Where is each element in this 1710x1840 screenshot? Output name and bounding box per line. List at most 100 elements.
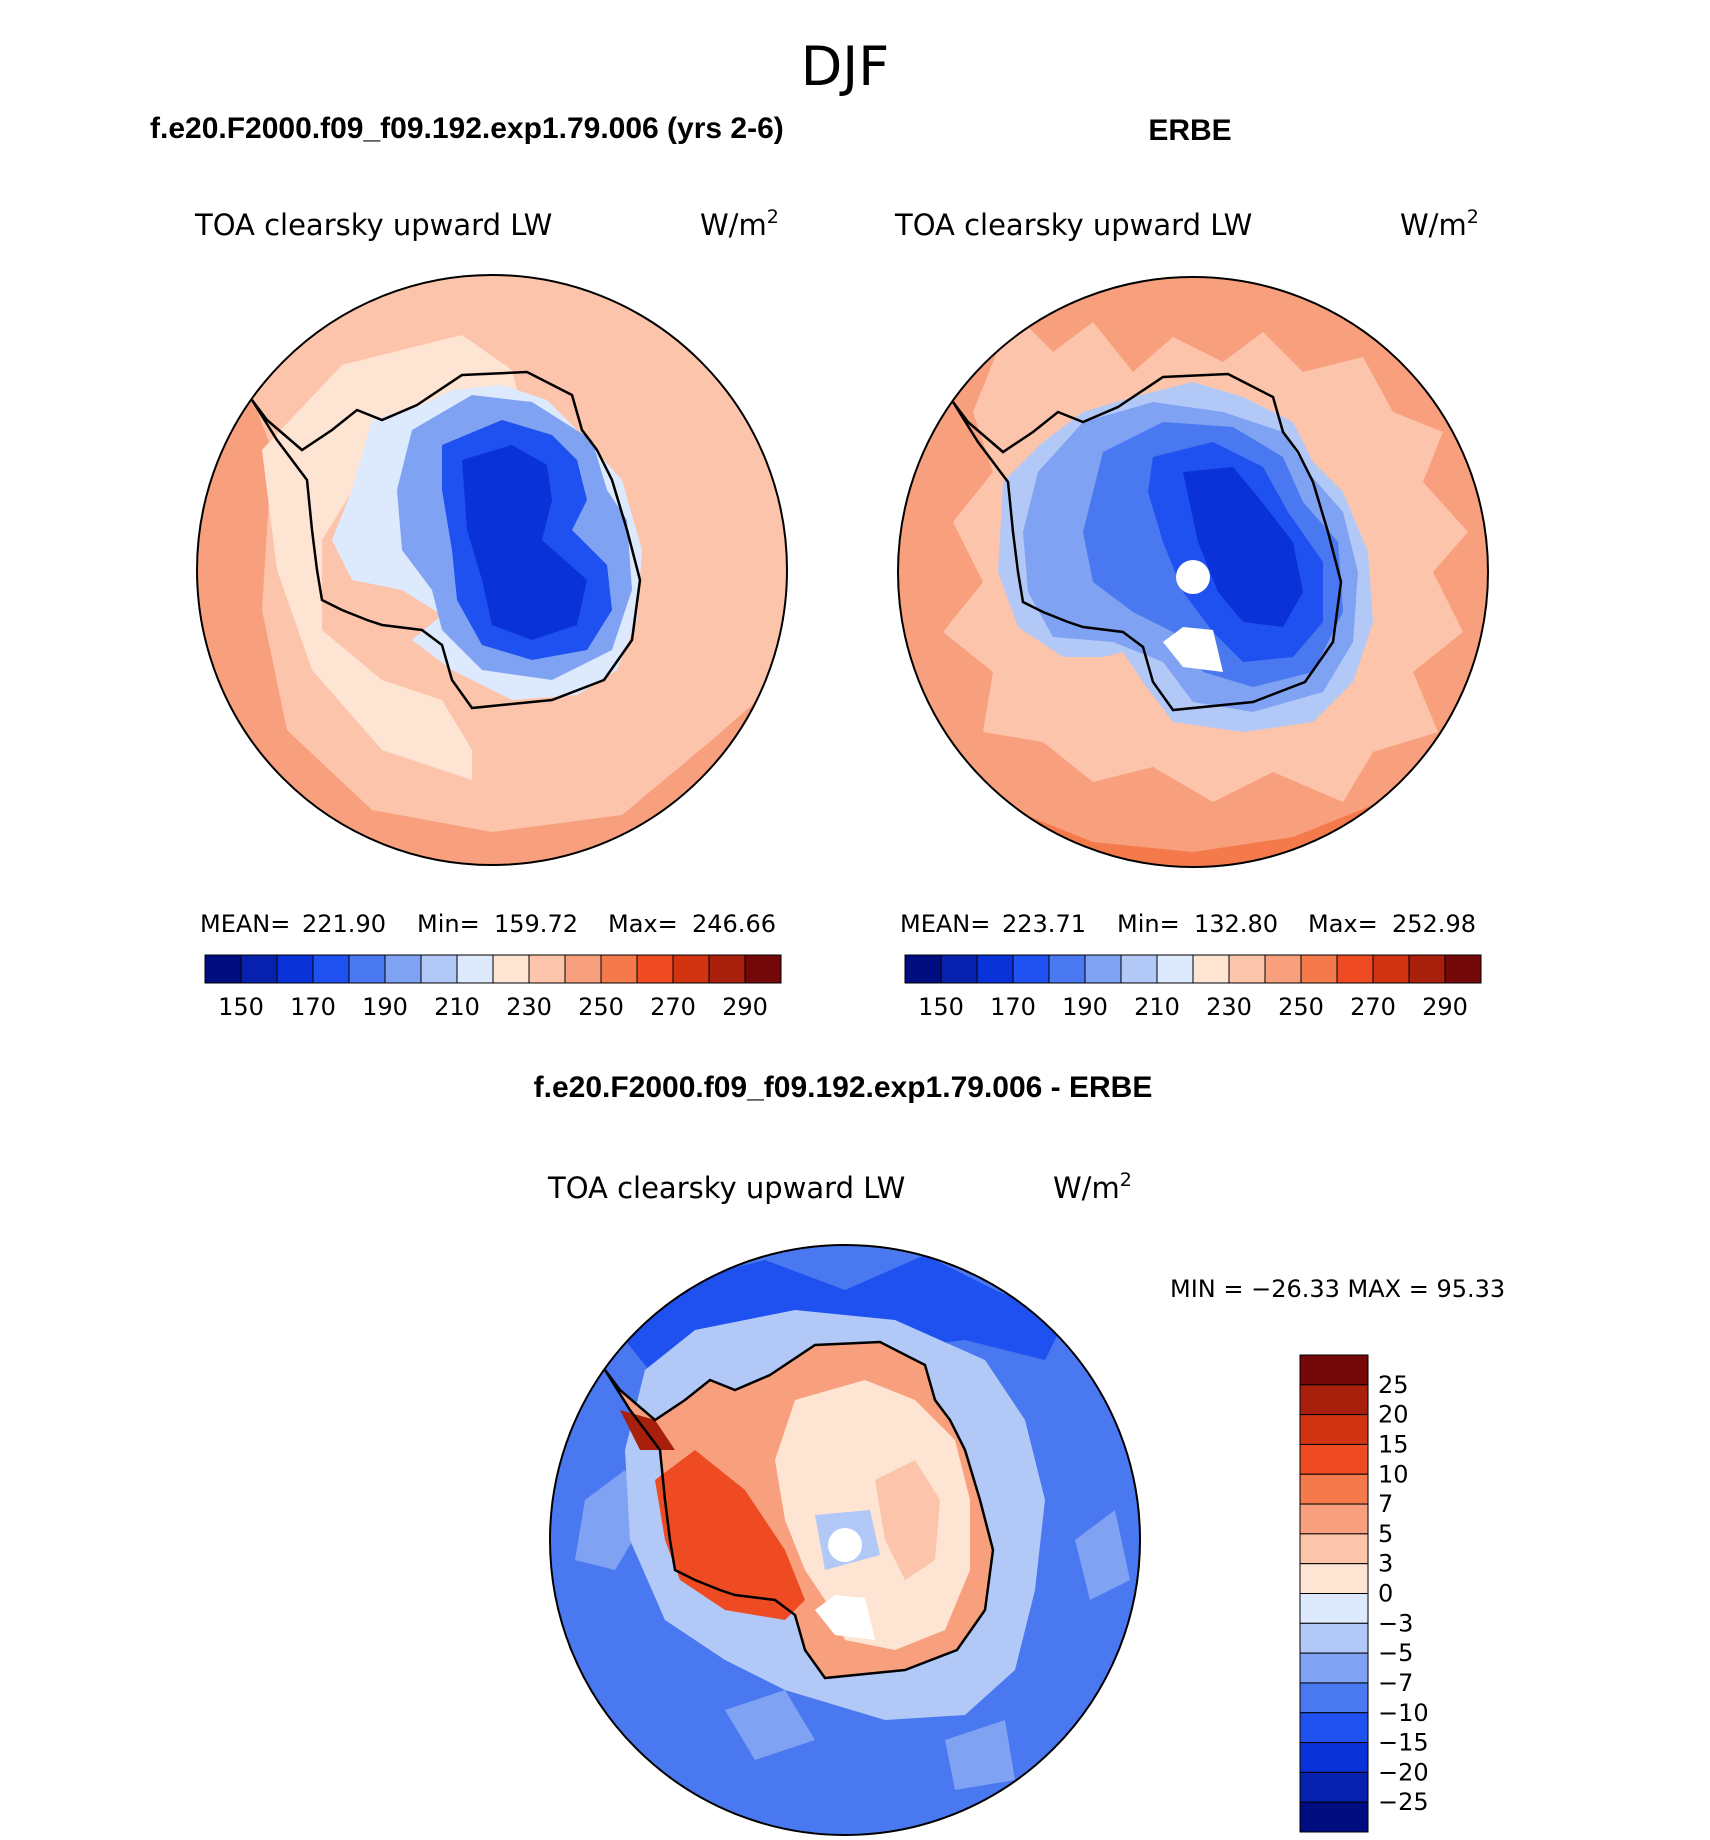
colorbar-swatch <box>1120 954 1158 984</box>
panel-erbe-units: W/m2 <box>1400 206 1479 242</box>
map-field-land-neutral <box>775 1380 970 1650</box>
colorbar-tick-label: 170 <box>290 993 336 1021</box>
colorbar-tick-label: 25 <box>1378 1371 1409 1399</box>
colorbar-tick-label: −15 <box>1378 1729 1429 1757</box>
colorbar-tick-label: −10 <box>1378 1699 1429 1727</box>
panel-erbe-title: ERBE <box>1148 114 1231 147</box>
colorbar-swatch <box>1299 1742 1369 1773</box>
colorbar-swatch <box>672 954 710 984</box>
colorbar-tick-label: 5 <box>1378 1520 1393 1548</box>
colorbar-swatch <box>1299 1414 1369 1445</box>
colorbar-swatch <box>1192 954 1230 984</box>
colorbar-swatch <box>528 954 566 984</box>
map-field-band-inner <box>262 335 522 780</box>
colorbar-tick-label: −3 <box>1378 1609 1413 1637</box>
colorbar-swatch <box>1299 1503 1369 1535</box>
map-field-missing-ross <box>1163 627 1223 672</box>
colorbar-tick-label: 270 <box>1350 993 1396 1021</box>
panel-erbe-stats: MEAN= 223.71 Min= 132.80 Max= 252.98 <box>900 910 1476 938</box>
colorbar-tick-label: 210 <box>434 993 480 1021</box>
colorbar-swatch <box>1300 954 1338 984</box>
panel-diff-minmax: MIN = −26.33 MAX = 95.33 <box>1170 1275 1505 1303</box>
stat-max-label: Max= <box>608 910 678 938</box>
panel-erbe-colorbar: 150 170 190 210 230 250 270 290 <box>904 954 1482 1021</box>
colorbar-tick-label: −7 <box>1378 1669 1413 1697</box>
panel-diff-subtitle: TOA clearsky upward LW <box>547 1171 905 1205</box>
colorbar-tick-label: 150 <box>918 993 964 1021</box>
colorbar-tick-label: 170 <box>990 993 1036 1021</box>
colorbar-swatch <box>1299 1533 1369 1565</box>
colorbar-swatch <box>564 954 602 984</box>
stat-max-value: 252.98 <box>1392 910 1476 938</box>
colorbar-tick-label: 210 <box>1134 993 1180 1021</box>
colorbar-tick-label: 190 <box>1062 993 1108 1021</box>
colorbar-swatch <box>1048 954 1086 984</box>
colorbar-swatch <box>1299 1771 1369 1803</box>
colorbar-tick-label: −20 <box>1378 1758 1429 1786</box>
colorbar-swatch <box>1299 1563 1369 1594</box>
colorbar-swatch <box>708 954 746 984</box>
colorbar-tick-label: −25 <box>1378 1788 1429 1816</box>
colorbar-swatch <box>1228 954 1266 984</box>
stat-mean-value: 223.71 <box>1002 910 1086 938</box>
colorbar-swatch <box>1264 954 1302 984</box>
colorbar-swatch <box>384 954 422 984</box>
stat-min-label: Min= <box>417 910 480 938</box>
antarctica-outline <box>250 370 642 710</box>
colorbar-swatch <box>1299 1682 1369 1714</box>
colorbar-swatch <box>940 954 978 984</box>
colorbar-swatch <box>1299 1652 1369 1684</box>
antarctica-outline <box>951 372 1343 712</box>
figure-title: DJF <box>801 35 890 98</box>
colorbar-swatch <box>1299 1354 1369 1386</box>
colorbar-tick-label: 3 <box>1378 1550 1393 1578</box>
colorbar-tick-label: 150 <box>218 993 264 1021</box>
stat-mean-label: MEAN= <box>200 910 290 938</box>
colorbar-tick-label: 10 <box>1378 1460 1409 1488</box>
colorbar-swatch <box>636 954 674 984</box>
panel-diff-title: f.e20.F2000.f09_f09.192.exp1.79.006 - ER… <box>534 1071 1153 1104</box>
colorbar-tick-label: 20 <box>1378 1401 1409 1429</box>
colorbar-tick-label: 7 <box>1378 1490 1393 1518</box>
colorbar-swatch <box>1156 954 1194 984</box>
colorbar-swatch <box>1444 954 1482 984</box>
colorbar-swatch <box>1336 954 1374 984</box>
panel-model-colorbar: 150 170 190 210 230 250 270 290 <box>204 954 782 1021</box>
map-field-land-warm <box>875 1460 940 1580</box>
colorbar-tick-label: 270 <box>650 993 696 1021</box>
stat-min-label: Min= <box>1117 910 1180 938</box>
colorbar-swatch <box>1299 1593 1369 1624</box>
colorbar-swatch <box>1299 1622 1369 1654</box>
stat-mean-label: MEAN= <box>900 910 990 938</box>
colorbar-swatch <box>1299 1712 1369 1744</box>
panel-erbe-subtitle: TOA clearsky upward LW <box>894 208 1252 242</box>
colorbar-tick-label: 190 <box>362 993 408 1021</box>
stat-mean-value: 221.90 <box>302 910 386 938</box>
colorbar-swatch <box>348 954 386 984</box>
colorbar-swatch <box>904 954 942 984</box>
panel-diff-units: W/m2 <box>1053 1169 1132 1205</box>
stat-min-value: 132.80 <box>1194 910 1278 938</box>
colorbar-tick-label: 290 <box>1422 993 1468 1021</box>
stat-min-value: 159.72 <box>494 910 578 938</box>
panel-diff-map <box>549 1244 1141 1836</box>
colorbar-swatch <box>1299 1443 1369 1475</box>
colorbar-swatch <box>1372 954 1410 984</box>
map-field-land-4 <box>462 445 587 640</box>
colorbar-swatch <box>1299 1473 1369 1505</box>
colorbar-swatch <box>744 954 782 984</box>
colorbar-swatch <box>420 954 458 984</box>
colorbar-tick-label: 290 <box>722 993 768 1021</box>
panel-model-stats: MEAN= 221.90 Min= 159.72 Max= 246.66 <box>200 910 776 938</box>
map-pole-hole <box>1176 560 1210 594</box>
colorbar-swatch <box>600 954 638 984</box>
colorbar-swatch <box>204 954 242 984</box>
colorbar-tick-label: 0 <box>1378 1580 1393 1608</box>
panel-model-map <box>196 274 788 866</box>
antarctica-outline <box>603 1340 995 1680</box>
panel-model-subtitle: TOA clearsky upward LW <box>194 208 552 242</box>
colorbar-swatch <box>1408 954 1446 984</box>
stat-max-label: Max= <box>1308 910 1378 938</box>
colorbar-swatch <box>240 954 278 984</box>
